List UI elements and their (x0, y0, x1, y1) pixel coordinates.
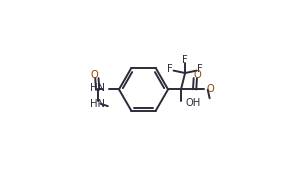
Text: O: O (206, 84, 214, 94)
Text: F: F (167, 64, 173, 74)
Text: F: F (182, 55, 188, 65)
Text: HN: HN (90, 99, 105, 109)
Text: OH: OH (185, 98, 200, 109)
Text: O: O (194, 70, 202, 80)
Text: HN: HN (90, 83, 105, 93)
Text: F: F (197, 64, 203, 74)
Text: O: O (90, 70, 98, 80)
